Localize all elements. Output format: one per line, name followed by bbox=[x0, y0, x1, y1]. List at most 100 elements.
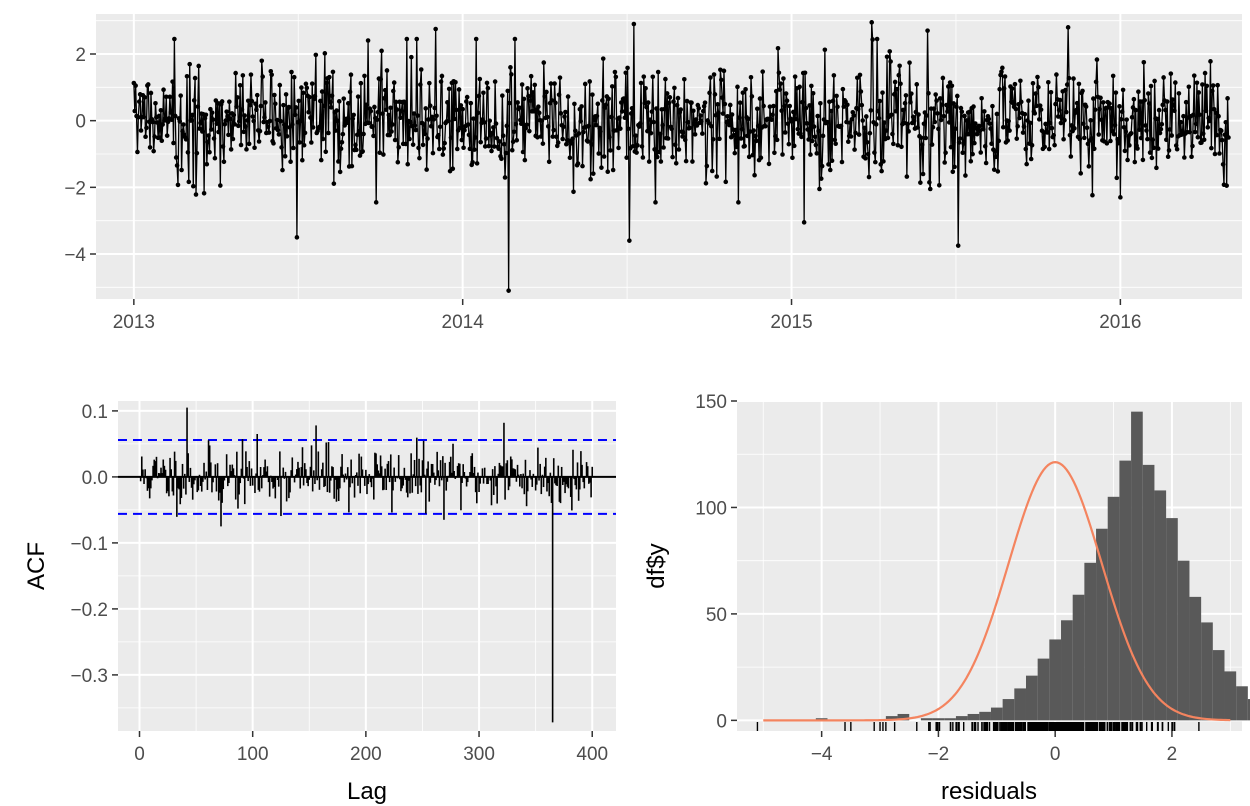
ts-point bbox=[595, 101, 601, 107]
ts-point bbox=[303, 81, 309, 87]
ts-point bbox=[235, 95, 240, 100]
ts-point bbox=[672, 85, 677, 91]
ts-point bbox=[1038, 107, 1044, 112]
ts-point bbox=[1120, 87, 1126, 93]
ts-point bbox=[183, 137, 189, 142]
ts-point bbox=[156, 113, 162, 119]
ts-point bbox=[1065, 25, 1071, 30]
ts-point bbox=[407, 136, 412, 142]
ts-point bbox=[472, 147, 477, 152]
ts-point bbox=[777, 87, 783, 92]
ts-point bbox=[489, 148, 494, 154]
ts-point bbox=[248, 72, 254, 77]
ts-point bbox=[1127, 143, 1132, 148]
ts-point bbox=[256, 139, 262, 144]
ts-point bbox=[807, 103, 812, 108]
ts-point bbox=[347, 89, 353, 95]
ts-point bbox=[545, 124, 551, 129]
ts-point bbox=[966, 131, 972, 137]
ts-point bbox=[1123, 129, 1129, 134]
ts-point bbox=[639, 144, 645, 149]
ts-point bbox=[879, 168, 884, 174]
x-tick-label: 2014 bbox=[442, 312, 485, 333]
ts-point bbox=[1172, 108, 1177, 114]
y-tick-label: 0 bbox=[75, 112, 86, 133]
ts-point bbox=[504, 123, 510, 129]
ts-point bbox=[513, 121, 519, 127]
ts-point bbox=[1100, 100, 1106, 105]
ts-point bbox=[572, 101, 577, 107]
ts-point bbox=[1118, 195, 1123, 200]
ts-point bbox=[855, 106, 861, 112]
ts-point bbox=[354, 147, 359, 153]
ts-point bbox=[548, 81, 554, 86]
ts-point bbox=[648, 130, 654, 136]
ts-point bbox=[647, 117, 653, 122]
ts-point bbox=[322, 51, 328, 56]
ts-point bbox=[991, 167, 997, 172]
ts-point bbox=[1071, 76, 1076, 81]
ts-point bbox=[1084, 125, 1090, 130]
ts-point bbox=[459, 137, 465, 143]
ts-point bbox=[644, 104, 649, 110]
ts-point bbox=[630, 143, 636, 149]
ts-point bbox=[936, 126, 941, 132]
ts-point bbox=[476, 93, 482, 99]
ts-point bbox=[1163, 107, 1168, 113]
ts-point bbox=[818, 176, 824, 181]
ts-point bbox=[366, 120, 372, 126]
ts-point bbox=[952, 164, 957, 170]
ts-point bbox=[481, 90, 486, 96]
ts-point bbox=[291, 74, 297, 80]
ts-point bbox=[257, 128, 263, 134]
ts-point bbox=[676, 147, 682, 152]
ts-point bbox=[732, 150, 738, 156]
ts-point bbox=[727, 102, 733, 108]
ts-point bbox=[739, 126, 745, 132]
ts-point bbox=[700, 131, 705, 136]
ts-point bbox=[761, 103, 766, 109]
hist-panel: 0 50 100 150 −4 −2 0 2 residuals df$y bbox=[643, 392, 1250, 805]
ts-point bbox=[988, 126, 993, 131]
ts-point bbox=[747, 129, 753, 134]
ts-point bbox=[220, 144, 226, 149]
ts-point bbox=[324, 80, 329, 86]
ts-point bbox=[645, 128, 650, 134]
ts-point bbox=[1063, 87, 1068, 93]
ts-point bbox=[171, 140, 176, 146]
ts-point bbox=[1168, 71, 1174, 76]
y-tick-label: 150 bbox=[695, 392, 727, 413]
y-tick-label: 0.1 bbox=[82, 402, 108, 423]
ts-point bbox=[482, 120, 487, 125]
ts-point bbox=[1045, 130, 1050, 135]
ts-point bbox=[946, 120, 952, 125]
ts-point bbox=[518, 117, 523, 123]
ts-point bbox=[236, 118, 242, 124]
ts-point bbox=[1022, 111, 1028, 117]
ts-point bbox=[272, 92, 277, 98]
ts-point bbox=[971, 104, 976, 109]
ts-point bbox=[530, 90, 536, 95]
ts-point bbox=[204, 161, 210, 167]
ts-point bbox=[1055, 114, 1061, 119]
ts-point bbox=[1107, 101, 1112, 106]
ts-point bbox=[944, 102, 949, 108]
ts-point bbox=[919, 142, 925, 148]
ts-point bbox=[258, 103, 264, 109]
ts-point bbox=[514, 137, 520, 143]
ts-point bbox=[814, 151, 820, 156]
ts-point bbox=[754, 106, 760, 112]
ts-point bbox=[914, 82, 920, 87]
ts-point bbox=[675, 95, 681, 101]
ts-point bbox=[1164, 137, 1169, 143]
ts-point bbox=[771, 103, 776, 109]
ts-point bbox=[1176, 91, 1182, 96]
ts-point bbox=[649, 109, 655, 114]
ts-point bbox=[576, 131, 582, 136]
ts-point bbox=[1187, 129, 1193, 135]
ts-point bbox=[1200, 131, 1206, 136]
ts-point bbox=[269, 72, 274, 78]
ts-point bbox=[487, 118, 493, 124]
ts-point bbox=[1108, 138, 1113, 144]
ts-point bbox=[189, 118, 194, 123]
